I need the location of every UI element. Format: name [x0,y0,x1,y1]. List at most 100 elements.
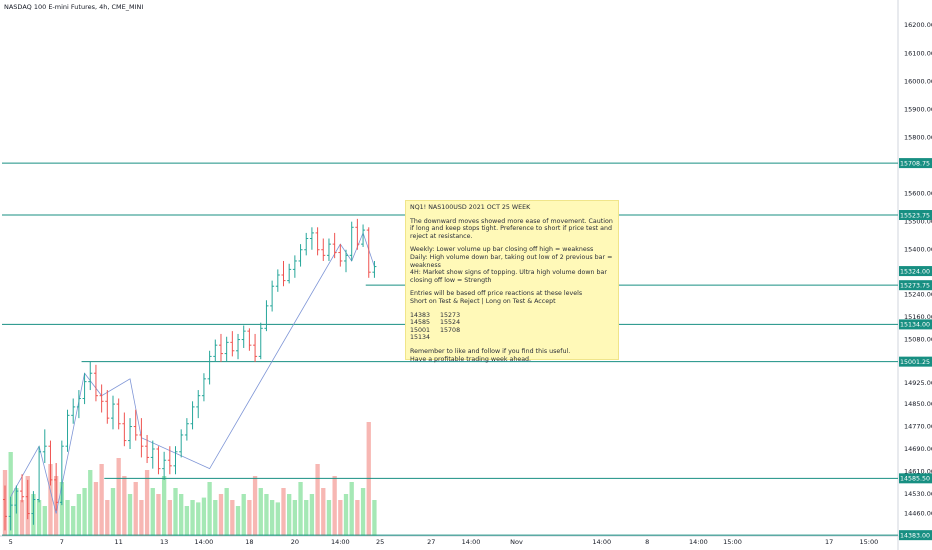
level-label-bg [899,280,932,291]
time-tick-label: 18 [245,538,253,546]
note-entries: Entries will be based off price reaction… [410,290,614,305]
volume-bar [110,488,116,536]
price-tick-label: 14690.00 [904,445,932,453]
level-label-bg [899,158,932,169]
price-tick-label: 15160.00 [904,313,932,321]
time-tick-label: 14:00 [462,538,481,546]
volume-bar [321,488,326,536]
note-level-row: 15001 15708 [410,326,461,334]
volume-bar [304,500,309,536]
volume-bar [196,502,201,536]
time-tick-label: 25 [376,538,384,546]
volume-bar [355,500,360,536]
note-level-row: 15134 [410,334,431,342]
analysis-note[interactable]: NQ1! NAS100USD 2021 OCT 25 WEEK The down… [405,200,619,363]
volume-bar [338,500,343,536]
time-tick-label: 27 [427,538,435,546]
volume-bar [19,500,25,536]
note-timeframes: Weekly: Lower volume up bar closing off … [410,246,614,284]
chart-title: NASDAQ 100 E-mini Futures, 4h, CME_MINI [4,3,144,11]
volume-bar [264,494,269,536]
time-tick-label: 14:00 [331,538,350,546]
volume-bar [88,470,93,536]
price-tick-label: 14460.00 [904,510,932,518]
volume-bar [144,470,150,536]
volume-bar [71,506,76,536]
volume-bar [36,500,42,536]
volume-bar [76,494,82,536]
price-tick-label: 15600.00 [904,190,932,198]
price-tick-label: 14925.00 [904,379,932,387]
volume-bar [82,488,87,536]
price-tick-label: 15080.00 [904,336,932,344]
note-daily: Daily: High volume down bar, taking out … [410,253,613,269]
price-tick-label: 15400.00 [904,246,932,254]
volume-bar [173,488,178,536]
time-tick-label: 15:00 [723,538,742,546]
note-entries-2: Short on Test & Reject | Long on Test & … [410,297,556,305]
price-tick-label: 15500.00 [904,218,932,226]
wave-line [10,231,375,514]
volume-bar [65,500,70,536]
volume-bar [258,488,263,536]
note-entries-1: Entries will be based off price reaction… [410,290,583,298]
time-tick-label: 8 [645,538,649,546]
note-footer-1: Remember to like and follow if you find … [410,347,571,355]
volume-bar [139,500,144,536]
volume-bar [184,506,190,536]
volume-bar [360,488,366,536]
time-tick-label: 13 [160,538,168,546]
level-label-bg [899,356,932,367]
price-tick-label: 15900.00 [904,105,932,113]
volume-bar [366,422,371,536]
volume-bar [99,464,104,536]
volume-bar [93,482,99,536]
time-tick-label: 17 [825,538,833,546]
volume-bar [315,464,320,536]
volume-bar [213,500,218,536]
note-footer-2: Have a profitable trading week ahead. [410,355,532,363]
volume-bar [179,494,184,536]
time-tick-label: 14:00 [195,538,214,546]
level-label-bg [899,530,932,541]
volume-bar [201,497,207,536]
time-tick-label: 20 [291,538,299,546]
note-title: NQ1! NAS100USD 2021 OCT 25 WEEK [410,204,531,211]
price-tick-label: 15240.00 [904,291,932,299]
note-level-row: 14585 15524 [410,319,461,327]
volume-bar [42,506,47,536]
level-label: 15273.75 [900,282,930,289]
volume-bar [218,494,224,536]
time-tick-label: 11 [115,538,123,546]
volume-bar [326,500,332,536]
volume-bar [309,494,315,536]
volume-bar [241,494,246,536]
level-label: 15001.25 [900,359,930,366]
level-label-bg [899,319,932,330]
level-label: 15134.00 [900,322,930,329]
note-levels: 14383 15273 14585 15524 15001 15708 1513… [410,312,614,342]
note-footer: Remember to like and follow if you find … [410,348,614,363]
volume-bar [190,500,195,536]
volume-bar [116,458,121,536]
note-weekly: Weekly: Lower volume up bar closing off … [410,246,594,254]
time-tick-label: 15:00 [860,538,879,546]
volume-bar [343,494,349,536]
level-label: 14383.00 [900,532,930,539]
volume-bar [167,500,172,536]
volume-bar [298,482,303,536]
time-tick-label: 14:00 [592,538,611,546]
price-tick-label: 14770.00 [904,423,932,431]
level-label-bg [899,266,932,277]
level-label: 15708.75 [900,160,930,167]
price-tick-label: 14850.00 [904,400,932,408]
volume-bar [372,500,377,536]
volume-bar [59,482,64,536]
time-tick-label: 5 [9,538,13,546]
volume-bar [332,476,337,536]
price-tick-label: 16100.00 [904,49,932,57]
price-tick-label: 15800.00 [904,133,932,141]
time-tick-label: Nov [510,538,523,546]
volume-bar [161,476,167,536]
